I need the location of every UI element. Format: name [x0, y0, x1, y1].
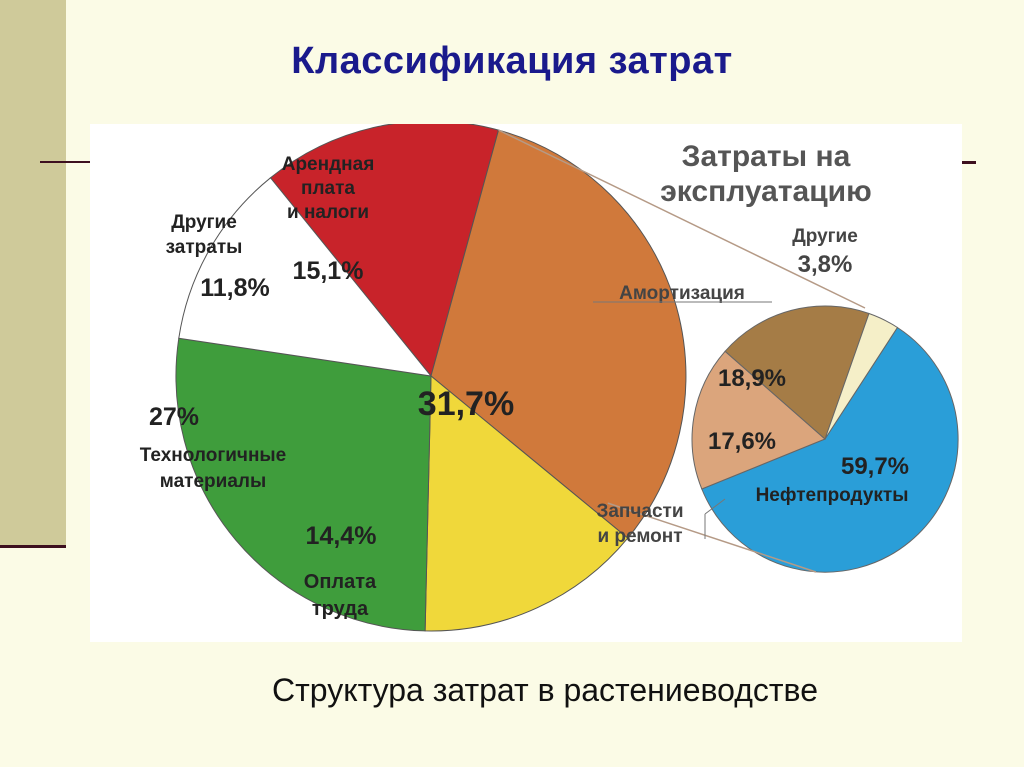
label-fuel: Нефтепродукты: [756, 485, 909, 506]
label-parts-repair: Запчасти и ремонт: [596, 501, 683, 547]
detail-pie-slice-1: [691, 350, 826, 490]
bottom-left-rule: [0, 545, 66, 548]
detail-pie-slice-2: [724, 305, 870, 440]
value-materials: 27%: [149, 403, 199, 431]
pie-chart-svg: Арендная плата и налоги 15,1% 31,7% Затраты н…: [140, 120, 959, 632]
detail-pie-slice-0: [701, 326, 959, 573]
main-pie-slice-3: [175, 337, 432, 632]
label-other-costs: Другие затраты: [166, 212, 243, 258]
main-pie-slice-1: [430, 129, 687, 539]
label-other-detail: Другие: [792, 226, 858, 247]
connector-line-bottom: [607, 502, 817, 573]
label-rent-taxes: Арендная плата и налоги: [282, 154, 375, 223]
label-amortization: Амортизация: [619, 283, 745, 304]
value-labor: 14,4%: [306, 522, 377, 550]
top-right-rule: [958, 161, 976, 164]
value-amortization: 18,9%: [718, 365, 786, 392]
value-parts-repair: 17,6%: [708, 428, 776, 455]
connector-line-top: [498, 129, 866, 309]
slide-caption: Структура затрат в растениеводстве: [272, 672, 818, 708]
main-pie-slice-4: [178, 177, 433, 377]
chart-panel: Арендная плата и налоги 15,1% 31,7% Затраты н…: [90, 120, 962, 642]
slide-title: Классификация затрат: [291, 40, 733, 82]
main-pie-slice-0: [269, 120, 500, 378]
label-exploitation: Затраты на эксплуатацию: [660, 140, 872, 208]
sidebar-bar: [0, 0, 66, 548]
label-labor: Оплата труда: [304, 571, 377, 620]
value-exploitation: 31,7%: [418, 385, 514, 423]
value-other-costs: 11,8%: [200, 274, 270, 302]
main-pie-slice-2: [424, 374, 629, 632]
value-rent-taxes: 15,1%: [293, 257, 364, 285]
value-fuel: 59,7%: [841, 453, 909, 480]
detail-pie-slice-3: [824, 312, 899, 440]
label-materials: Технологичные материалы: [140, 445, 286, 492]
top-left-rule: [40, 161, 128, 163]
leader-line-parts-2: [704, 498, 726, 515]
value-other-detail: 3,8%: [798, 251, 853, 278]
